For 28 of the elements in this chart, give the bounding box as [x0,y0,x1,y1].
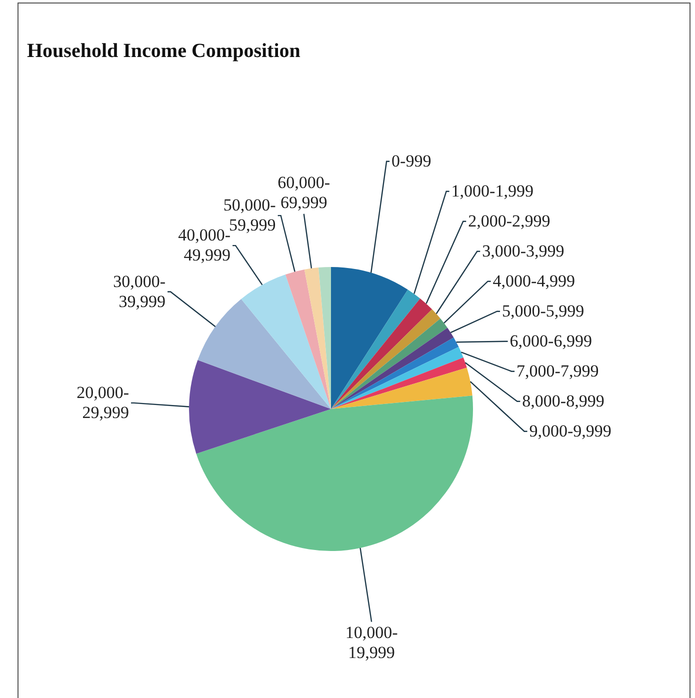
pie-slice [331,267,408,409]
pie-slice [331,290,420,409]
slice-label: 2,000-2,999 [468,211,550,230]
pie-slice [331,346,464,409]
pie-slice [196,396,473,551]
pie-slice [331,298,432,409]
pie-slice [189,360,331,454]
pie-slice [285,270,331,409]
slice-label: 20,000-29,999 [76,382,130,422]
slice-label: 0-999 [392,151,432,170]
slice-label: 3,000-3,999 [482,241,564,260]
slice-label: 1,000-1,999 [451,181,534,200]
pie-slice [331,358,467,409]
pie-slice [198,299,331,409]
chart-title: Household Income Composition [27,40,300,62]
pie-slice [318,267,331,409]
slice-label: 4,000-4,999 [492,271,575,290]
slice-label: 10,000-19,999 [345,622,398,662]
pie-slice [241,274,331,409]
slice-label: 60,000-69,999 [278,172,330,212]
slice-label: 7,000-7,999 [516,361,599,380]
slice-label: 5,000-5,999 [502,301,584,320]
pie-slice [304,268,331,409]
slice-label: 9,000-9,999 [529,421,612,440]
slice-label: 30,000-39,999 [113,272,166,311]
slice-label: 6,000-6,999 [510,331,592,350]
slice-label: 8,000-8,999 [522,391,604,410]
pie-slice [331,368,472,409]
